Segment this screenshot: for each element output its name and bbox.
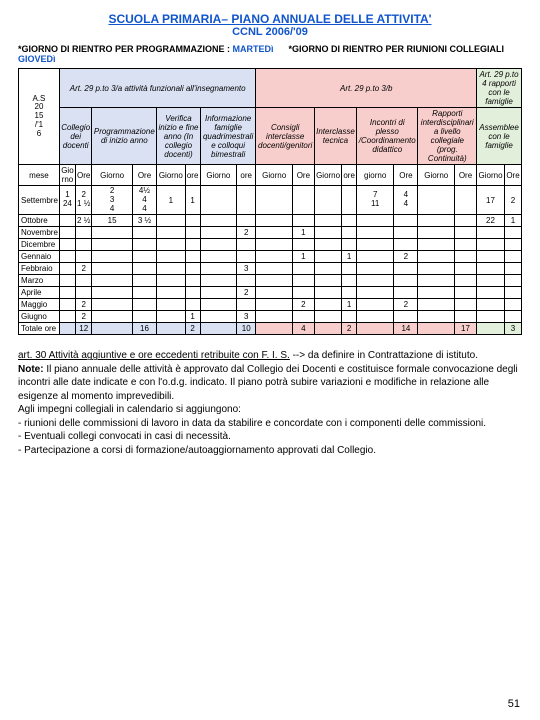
coll-label: *GIORNO DI RIENTRO PER RIUNIONI COLLEGIA… — [289, 44, 505, 54]
col-a2: Programmazione di inizio anno — [92, 108, 157, 165]
col-b1: Consigli interclasse docenti/genitori — [256, 108, 314, 165]
table-row: Ottobre2 ½153 ½221 — [19, 215, 522, 227]
prog-day: MARTEDì — [233, 44, 274, 54]
page-number: 51 — [508, 698, 520, 710]
col-a1: Collegio dei docenti — [59, 108, 92, 165]
page-subtitle: CCNL 2006/'09 — [18, 26, 522, 38]
group-c-header: Art. 29 p.to 4 rapporti con le famiglie — [477, 69, 522, 108]
sub: Giorno — [477, 165, 505, 186]
note-line-1a: art. 30 Attività aggiuntive e ore eccede… — [18, 350, 290, 361]
sub: Ore — [292, 165, 314, 186]
sub: Giorno — [314, 165, 341, 186]
page-title: SCUOLA PRIMARIA– PIANO ANNUALE DELLE ATT… — [18, 12, 522, 26]
col-b4: Rapporti interdisciplinari a livello col… — [418, 108, 477, 165]
col-b2: Interclasse tecnica — [314, 108, 356, 165]
note-line-5: - Eventuali collegi convocati in casi di… — [18, 431, 231, 442]
col-b3: Incontri di plesso /Coordinamento didatt… — [357, 108, 418, 165]
notes-block: art. 30 Attività aggiuntive e ore eccede… — [18, 349, 522, 457]
sub: Ore — [132, 165, 156, 186]
totals-row: Totale ore 12 16 2 10 4 2 14 17 3 — [19, 323, 522, 335]
table-row: Settembre12421 ½2344½441171144172 — [19, 186, 522, 215]
table-row: Aprile2 — [19, 287, 522, 299]
table-row: Novembre21 — [19, 227, 522, 239]
note-line-3: Agli impegni collegiali in calendario si… — [18, 404, 241, 415]
mese-col: mese — [19, 165, 60, 186]
sub: giorno — [357, 165, 394, 186]
sub: ore — [342, 165, 357, 186]
sub: Ore — [394, 165, 418, 186]
note-line-2: Il piano annuale delle attività è approv… — [18, 364, 518, 402]
sub: Ore — [504, 165, 521, 186]
sub: Giorno — [157, 165, 185, 186]
table-row: Febbraio23 — [19, 263, 522, 275]
col-a3: Verifica inizio e fine anno (In collegio… — [157, 108, 201, 165]
sub: Ore — [75, 165, 92, 186]
note-line-6: - Partecipazione a corsi di formazione/a… — [18, 445, 376, 456]
table-row: Marzo — [19, 275, 522, 287]
note-line-1b: --> da definire in Contrattazione di ist… — [290, 350, 478, 361]
table-row: Dicembre — [19, 239, 522, 251]
sub: Ore — [454, 165, 476, 186]
table-row: Giugno213 — [19, 311, 522, 323]
as-cell: A.S 20 15 /'1 6 — [19, 69, 60, 165]
sub: Giorno — [418, 165, 454, 186]
coll-day: GIOVEDì — [18, 54, 56, 64]
sub: Gio rno — [59, 165, 75, 186]
group-b-header: Art. 29 p.to 3/b — [256, 69, 477, 108]
sub: Giorno — [256, 165, 292, 186]
table-row: Maggio2212 — [19, 299, 522, 311]
prog-label: *GIORNO DI RIENTRO PER PROGRAMMAZIONE : — [18, 44, 230, 54]
note-line-4: - riunioni delle commissioni di lavoro i… — [18, 418, 486, 429]
sub: Giorno — [92, 165, 132, 186]
schedule-table: A.S 20 15 /'1 6 Art. 29 p.to 3/a attivit… — [18, 68, 522, 335]
table-row: Gennaio112 — [19, 251, 522, 263]
note-label: Note: — [18, 364, 44, 375]
sub: ore — [236, 165, 256, 186]
sub: Giorno — [200, 165, 236, 186]
sub: ore — [185, 165, 200, 186]
col-a4: Informazione famiglie quadrimestrali e c… — [200, 108, 256, 165]
group-a-header: Art. 29 p.to 3/a attività funzionali all… — [59, 69, 256, 108]
day-line: *GIORNO DI RIENTRO PER PROGRAMMAZIONE : … — [18, 44, 522, 64]
col-c1: Assemblee con le famiglie — [477, 108, 522, 165]
